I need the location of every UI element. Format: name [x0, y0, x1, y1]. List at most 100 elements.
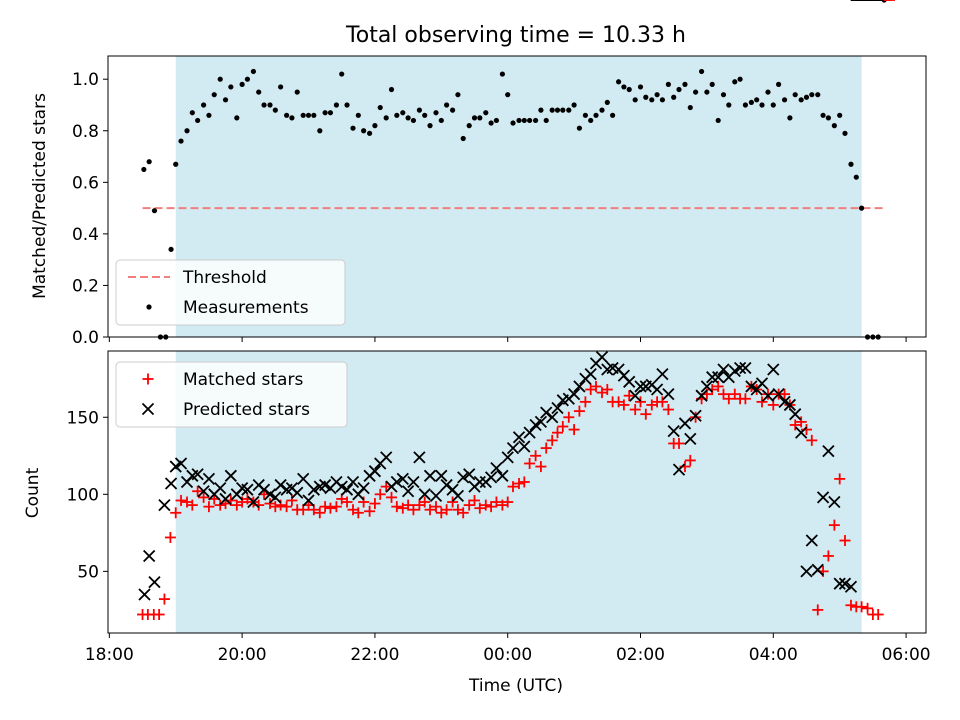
predicted-star-point	[451, 489, 465, 502]
measurement-point	[256, 89, 262, 95]
measurement-point	[455, 92, 461, 98]
predicted-star-point	[656, 367, 669, 381]
predicted-star-point	[534, 415, 548, 429]
chart-title: Total observing time = 10.33 h	[345, 23, 686, 48]
measurement-point	[206, 112, 212, 118]
x-axis-label: Time (UTC)	[468, 676, 563, 696]
measurement-point	[825, 115, 831, 121]
matched-star-point	[364, 505, 376, 517]
predicted-star-point	[202, 472, 216, 486]
predicted-star-point	[772, 388, 785, 401]
measurement-point	[460, 135, 466, 142]
measurement-point	[388, 86, 395, 93]
measurement-point	[831, 123, 837, 129]
measurement-point	[543, 117, 549, 124]
measurement-point	[671, 94, 677, 100]
measurement-point	[311, 112, 317, 118]
measurement-point	[189, 110, 195, 116]
measurement-point	[477, 115, 483, 121]
predicted-star-point	[174, 457, 188, 470]
matched-star-point	[623, 390, 635, 402]
matched-star-point	[391, 501, 403, 513]
measurement-point	[682, 81, 688, 87]
predicted-star-point	[501, 451, 514, 464]
measurement-point	[372, 123, 378, 129]
predicted-star-point	[783, 398, 797, 412]
predicted-star-point	[484, 471, 498, 484]
measurement-point	[317, 128, 323, 134]
legend-plus-glyph	[142, 373, 154, 385]
measurement-point	[344, 102, 350, 108]
predicted-star-point	[496, 469, 509, 482]
measurement-point	[510, 120, 516, 126]
predicted-star-point	[368, 465, 382, 478]
matched-star-point	[474, 502, 486, 514]
predicted-star-point	[573, 380, 586, 393]
predicted-star-point	[197, 485, 210, 498]
measurement-point	[637, 84, 644, 90]
matched-star-point	[856, 601, 868, 613]
matched-star-point	[806, 434, 818, 446]
measurement-point	[146, 159, 152, 165]
measurement-point	[588, 117, 594, 124]
matched-star-point	[812, 604, 824, 616]
matched-star-point	[175, 494, 187, 506]
predicted-star-point	[684, 432, 697, 445]
top-y-axis-label: Matched/Predicted stars	[30, 93, 50, 299]
matched-star-point	[369, 498, 381, 510]
measurement-point	[294, 89, 300, 95]
matched-star-point	[153, 609, 165, 621]
matched-star-point	[634, 396, 646, 408]
predicted-star-point	[816, 491, 830, 504]
predicted-star-point	[307, 483, 320, 496]
measurement-point	[400, 110, 406, 116]
predicted-star-point	[435, 469, 448, 482]
measurement-point	[410, 117, 417, 124]
measurement-point	[560, 107, 566, 113]
measurement-point	[222, 97, 229, 103]
measurement-point	[720, 92, 727, 98]
measurement-point	[289, 115, 295, 121]
predicted-star-point	[795, 426, 808, 439]
matched-star-point	[314, 507, 326, 519]
measurement-point	[322, 110, 328, 116]
predicted-star-point	[800, 565, 813, 578]
x-tick-label: 02:00	[616, 645, 665, 665]
predicted-star-point	[346, 475, 360, 489]
predicted-star-point	[302, 494, 315, 507]
measurement-point	[792, 92, 798, 98]
measurement-point	[726, 102, 732, 108]
predicted-star-point	[844, 580, 858, 593]
matched-star-point	[502, 496, 514, 508]
predicted-star-point	[629, 389, 642, 402]
matched-star-point	[756, 396, 768, 408]
matched-star-point	[463, 499, 475, 511]
predicted-star-point	[143, 549, 156, 563]
legend-predicted-label: Predicted stars	[183, 400, 310, 420]
predicted-star-point	[833, 577, 846, 590]
measurement-point	[383, 115, 389, 121]
matched-star-point	[546, 434, 558, 446]
matched-star-point	[872, 609, 884, 621]
x-tick-label: 22:00	[350, 645, 399, 665]
measurement-point	[787, 115, 793, 121]
top-x-ticks	[108, 337, 907, 342]
legend-x-glyph	[141, 402, 155, 416]
measurement-point	[643, 94, 649, 100]
predicted-star-point	[650, 383, 664, 396]
bottom-x-ticks: 18:00 20:00 22:00 00:00 02:00 04:00 06:00	[85, 633, 931, 665]
y-tick-label: 0.6	[72, 173, 99, 193]
predicted-star-point	[214, 482, 227, 495]
matched-star-point	[158, 593, 170, 605]
measurement-point	[327, 110, 334, 116]
measurement-point	[776, 81, 782, 87]
predicted-star-point	[463, 468, 476, 481]
x-tick-label: 06:00	[882, 645, 931, 665]
legend-measurements-label: Measurements	[183, 298, 309, 318]
measurement-point	[272, 107, 278, 113]
measurement-point	[582, 112, 588, 118]
predicted-star-point	[518, 440, 531, 453]
measurement-point	[820, 112, 826, 118]
measurement-point	[405, 115, 411, 121]
